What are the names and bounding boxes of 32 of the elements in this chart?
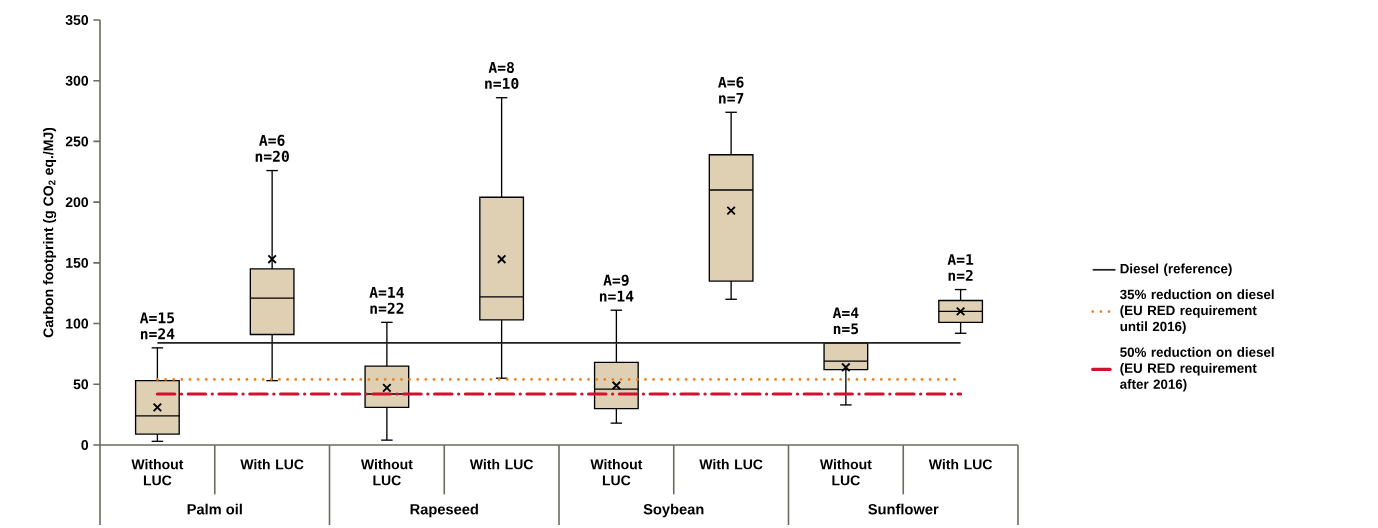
- y-tick-label: 250: [65, 136, 89, 147]
- annotation: A=4 n=5: [832, 307, 859, 335]
- annotation: A=14 n=22: [369, 286, 404, 314]
- y-tick-label: 350: [65, 15, 89, 25]
- annotation: A=15 n=24: [139, 312, 175, 340]
- y-tick-label: 200: [65, 197, 89, 208]
- y-axis-title: Carbon footprint (g CO$_{2}$ eq./MJ): [43, 127, 57, 338]
- text: Rapeseed: [410, 503, 478, 518]
- legend-label: 50% reduction on diesel (EU RED requirement after 2016): [1120, 347, 1274, 392]
- annotation: A=6 n=7: [718, 76, 744, 104]
- y-tick-label: 150: [66, 257, 89, 268]
- y-tick-label: 100: [66, 318, 89, 329]
- text: Sunflower: [868, 503, 939, 515]
- legend-label: 35% reduction on diesel (EU RED requirement until 2016): [1120, 289, 1274, 334]
- legend-label: Diesel (reference): [1120, 263, 1232, 277]
- x-tick-label: Without LUC: [360, 459, 413, 486]
- x-tick-label: Without LUC: [590, 459, 643, 486]
- text: Soybean: [643, 503, 704, 518]
- x-tick-label: With LUC: [469, 459, 534, 470]
- annotation: A=6 n=20: [255, 134, 289, 162]
- text: Palm oil: [187, 503, 242, 515]
- x-tick-label: Without LUC: [819, 459, 872, 486]
- x-tick-label: Without LUC: [131, 459, 184, 486]
- annotation: A=8 n=10: [485, 61, 519, 89]
- annotation: A=1 n=2: [947, 254, 974, 281]
- x-tick-label: With LUC: [699, 459, 763, 470]
- y-tick-label: 300: [65, 75, 89, 86]
- x-tick-label: With LUC: [240, 459, 304, 470]
- y-tick-label: 0: [81, 440, 89, 450]
- y-tick-label: 50: [73, 379, 89, 390]
- x-tick-label: With LUC: [928, 459, 993, 470]
- annotation: A=9 n=14: [599, 274, 634, 302]
